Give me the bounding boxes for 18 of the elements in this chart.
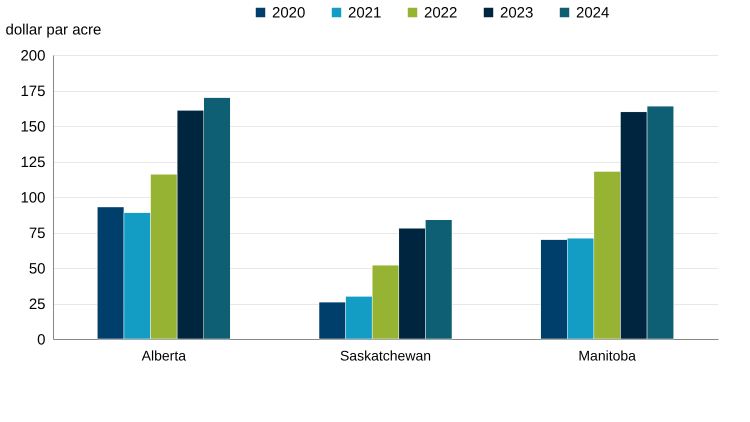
y-tick-label: 50 bbox=[28, 260, 46, 278]
y-tick-label: 200 bbox=[20, 48, 46, 64]
y-tick-label: 0 bbox=[37, 332, 46, 348]
y-axis-title: dollar par acre bbox=[6, 22, 102, 38]
legend-label: 2021 bbox=[348, 4, 382, 22]
y-tick-label: 25 bbox=[28, 296, 46, 313]
legend-label: 2024 bbox=[576, 4, 610, 22]
legend-label: 2023 bbox=[500, 4, 534, 22]
y-tick-label: 175 bbox=[20, 83, 46, 100]
y-tick-label: 125 bbox=[20, 154, 46, 171]
x-tick-label: Saskatchewan bbox=[340, 348, 432, 364]
legend-label: 2022 bbox=[424, 4, 458, 22]
y-tick-label: 75 bbox=[28, 225, 46, 242]
x-tick-label: Manitoba bbox=[578, 348, 636, 364]
y-tick-label: 150 bbox=[20, 118, 46, 136]
legend-label: 2020 bbox=[272, 4, 306, 22]
x-tick-label: Alberta bbox=[142, 348, 186, 364]
y-tick-label: 100 bbox=[20, 190, 46, 206]
